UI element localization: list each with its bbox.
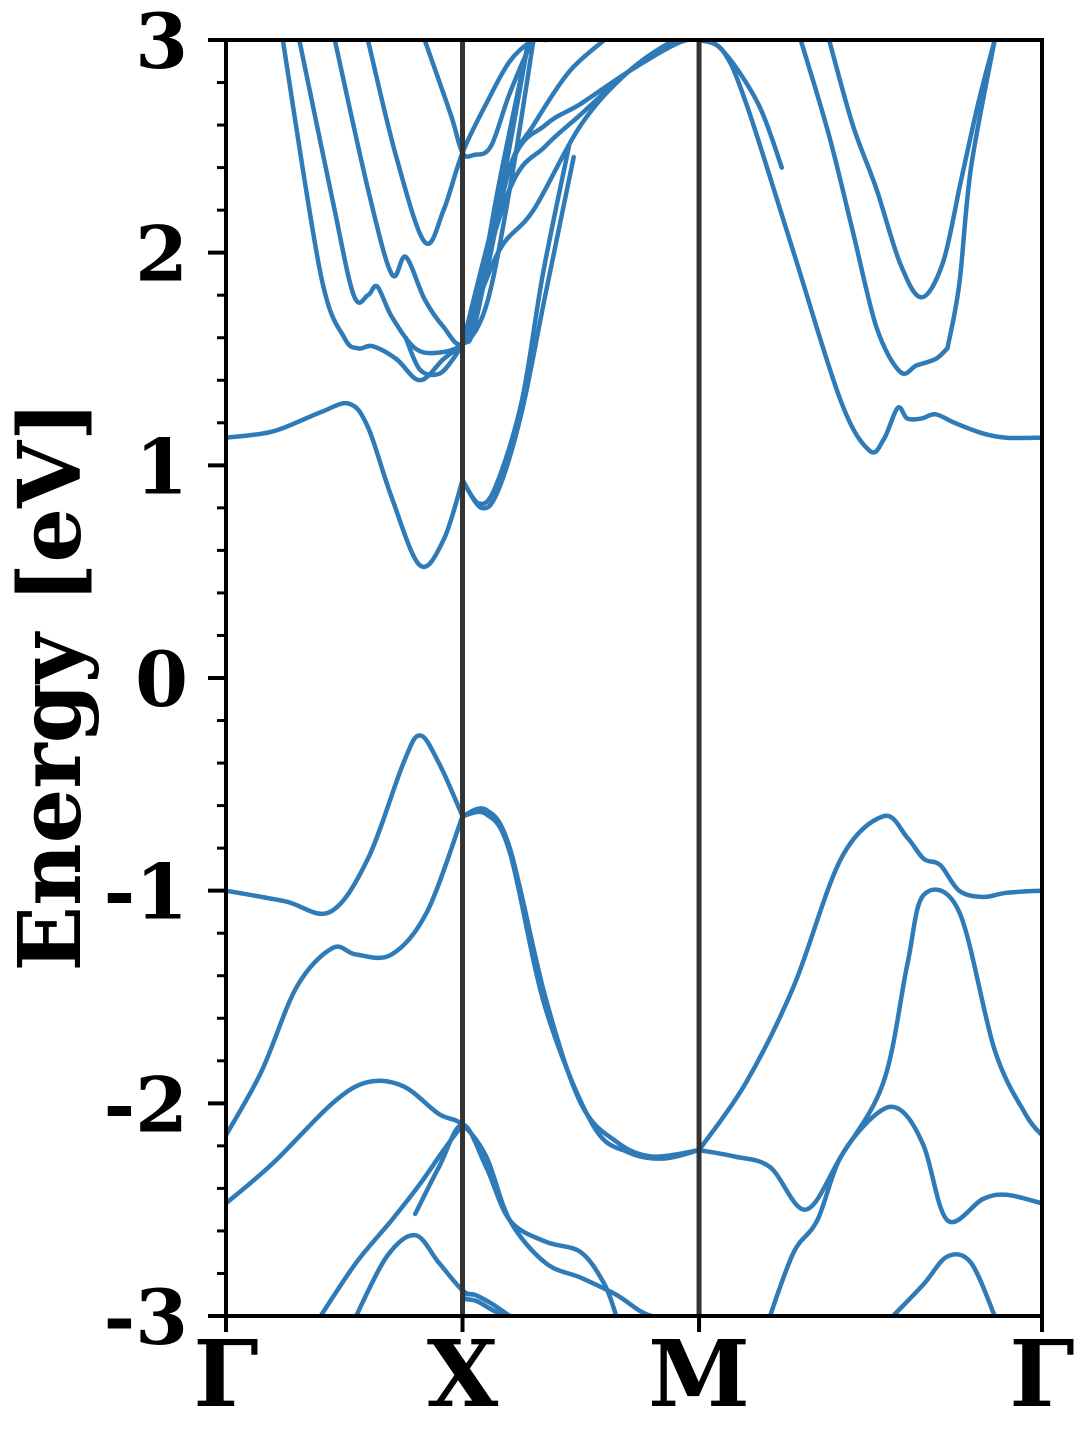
band-line-25 (318, 1122, 465, 1316)
y-tick-label: 3 (135, 0, 188, 86)
band-line-7 (365, 40, 548, 247)
y-ticks: -3 -2 -1 0 1 2 3 (104, 0, 226, 1362)
x-tick-label: Γ (193, 1320, 258, 1428)
y-tick-label: 0 (135, 635, 188, 724)
band-line-14 (945, 40, 997, 351)
y-tick-label: 1 (135, 422, 188, 511)
band-line-13 (798, 40, 950, 376)
y-tick-label: 2 (135, 210, 188, 299)
band-line-19 (460, 809, 702, 1161)
band-line-29 (767, 1104, 1042, 1316)
plot-frame (224, 38, 1044, 1318)
band-line-2 (460, 154, 576, 511)
band-line-16 (956, 40, 997, 192)
band-line-22 (696, 887, 1042, 1212)
band-line-30 (890, 1252, 997, 1316)
band-lines (226, 40, 1042, 1316)
y-tick-label: -3 (104, 1273, 188, 1362)
x-tick-label: M (648, 1320, 750, 1428)
band-line-27 (460, 1291, 513, 1316)
y-tick-label: -2 (104, 1060, 188, 1149)
band-line-12 (696, 40, 1042, 455)
x-tick-label: X (427, 1320, 499, 1428)
band-line-21 (696, 813, 1042, 1153)
band-line-15 (826, 40, 962, 300)
band-line-8 (422, 40, 548, 159)
k-path-lines (460, 40, 702, 1316)
band-line-17 (226, 733, 465, 916)
y-axis-label: Energy [eV] (0, 401, 101, 972)
band-line-20 (226, 813, 465, 1138)
band-line-26 (353, 1232, 477, 1316)
band-line-0 (226, 400, 465, 570)
band-line-24 (412, 1122, 619, 1316)
x-tick-label: Γ (1009, 1320, 1074, 1428)
band-line-6 (332, 40, 536, 347)
y-tick-label: -1 (104, 848, 188, 937)
